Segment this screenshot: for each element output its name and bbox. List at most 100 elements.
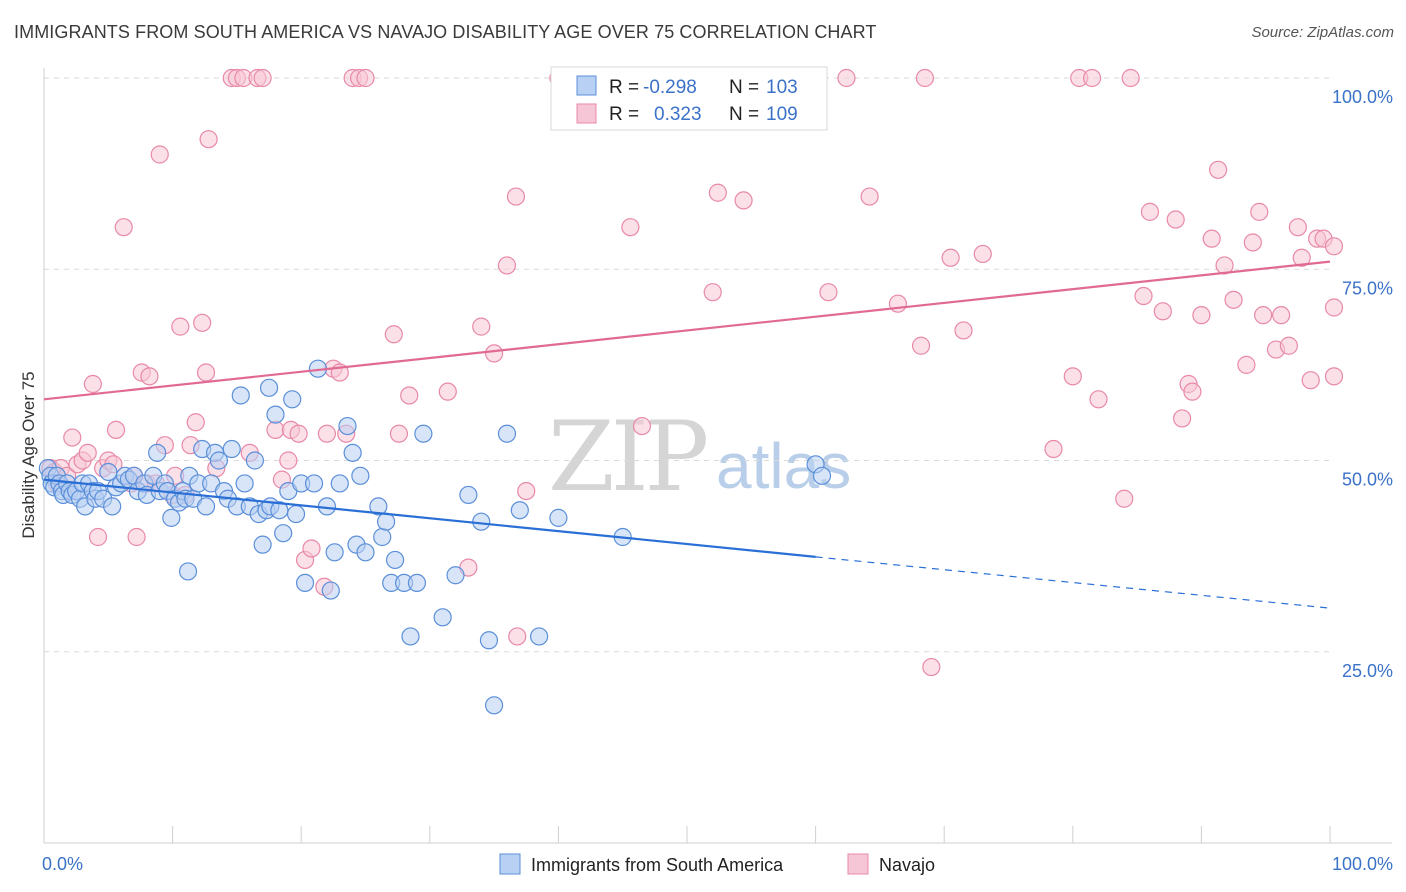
point-south-america [373, 527, 392, 547]
legend-swatch-blue [576, 75, 597, 96]
point-navajo [193, 313, 212, 332]
point-navajo [400, 386, 419, 405]
legend-n-value-2: 109 [766, 104, 798, 125]
point-navajo [1063, 367, 1082, 386]
tick-labels: 25.0% 50.0% 75.0% 100.0% 0.0% 100.0% [42, 87, 1393, 874]
bottom-legend-label-pink: Navajo [879, 855, 935, 875]
point-navajo [302, 539, 321, 558]
point-navajo [266, 420, 285, 439]
point-south-america [812, 466, 832, 485]
point-navajo [506, 187, 526, 206]
legend-n-value-1: 103 [766, 77, 798, 98]
bottom-legend: Immigrants from South America Navajo [499, 853, 935, 875]
point-navajo [1243, 233, 1262, 252]
point-navajo [1301, 371, 1320, 390]
point-navajo [973, 244, 992, 264]
point-south-america [266, 405, 285, 424]
chart-title: IMMIGRANTS FROM SOUTH AMERICA VS NAVAJO … [14, 22, 877, 42]
trend-lines [43, 260, 1331, 609]
point-south-america [338, 416, 357, 436]
watermark-atlas: atlas [716, 430, 851, 502]
point-navajo [860, 187, 879, 206]
point-navajo [1288, 218, 1307, 237]
y-tick-label: 25.0% [1342, 661, 1393, 681]
bottom-legend-swatch-pink [847, 853, 869, 875]
point-navajo [1324, 298, 1344, 317]
point-navajo [78, 443, 97, 462]
point-navajo [1166, 210, 1185, 229]
point-navajo [819, 283, 838, 302]
point-navajo [171, 317, 190, 336]
point-south-america [459, 485, 478, 505]
point-navajo [922, 657, 941, 677]
point-navajo [88, 527, 108, 547]
point-navajo [253, 68, 272, 88]
point-south-america [178, 562, 198, 581]
point-navajo [150, 145, 169, 164]
point-south-america [343, 443, 362, 462]
series-navajo-points [41, 68, 1344, 677]
legend-n-label-2: N = [729, 104, 759, 125]
point-south-america [479, 631, 499, 650]
point-south-america [274, 524, 293, 543]
point-south-america [510, 501, 529, 520]
series-south-america-points [38, 359, 832, 715]
point-navajo [941, 248, 960, 267]
point-south-america [401, 627, 420, 646]
x-tick-label-min: 0.0% [42, 854, 83, 874]
point-south-america [209, 451, 228, 470]
legend-r-label-2: R = [609, 104, 639, 125]
point-navajo [703, 283, 722, 302]
point-south-america [196, 497, 216, 516]
point-navajo [199, 130, 218, 149]
point-south-america [385, 550, 405, 570]
point-south-america [356, 543, 375, 562]
point-navajo [915, 68, 935, 88]
point-navajo [888, 294, 908, 313]
legend-r-label-1: R = [609, 77, 639, 98]
point-navajo [1237, 355, 1256, 374]
point-navajo [1183, 382, 1202, 401]
point-navajo [83, 374, 102, 394]
point-south-america [433, 608, 452, 627]
point-navajo [1089, 390, 1108, 409]
point-navajo [1254, 306, 1273, 325]
point-navajo [1202, 229, 1221, 248]
point-south-america [253, 535, 272, 554]
point-navajo [389, 424, 409, 443]
y-axis-label: Disability Age Over 75 [19, 371, 38, 538]
point-south-america [369, 497, 388, 516]
point-navajo [106, 420, 126, 439]
legend-r-value-1: -0.298 [643, 77, 697, 98]
point-south-america [321, 581, 340, 600]
point-navajo [1272, 306, 1291, 325]
grid-lines [44, 77, 1330, 653]
point-south-america [283, 390, 302, 409]
point-navajo [1224, 290, 1243, 309]
point-south-america [103, 497, 122, 516]
point-navajo [196, 363, 216, 382]
point-south-america [497, 424, 517, 443]
point-south-america [325, 543, 344, 562]
point-navajo [497, 256, 517, 275]
point-navajo [114, 218, 133, 237]
point-navajo [1173, 409, 1192, 428]
point-south-america [530, 627, 549, 646]
point-navajo [63, 428, 82, 447]
point-navajo [708, 183, 727, 202]
point-south-america [222, 439, 241, 459]
legend-box [550, 66, 828, 131]
legend: R = -0.298 N = 103 R = 0.323 N = 109 [550, 66, 828, 131]
trend-line-south-america-projection [815, 556, 1331, 609]
point-navajo [279, 451, 298, 470]
point-navajo [472, 317, 491, 336]
point-south-america [376, 512, 396, 531]
point-south-america [295, 573, 315, 593]
point-south-america [549, 508, 568, 527]
point-navajo [1082, 68, 1102, 88]
watermark-zip: ZIP [548, 401, 707, 513]
point-south-america [231, 386, 250, 405]
point-south-america [259, 378, 279, 397]
point-navajo [1279, 336, 1298, 355]
